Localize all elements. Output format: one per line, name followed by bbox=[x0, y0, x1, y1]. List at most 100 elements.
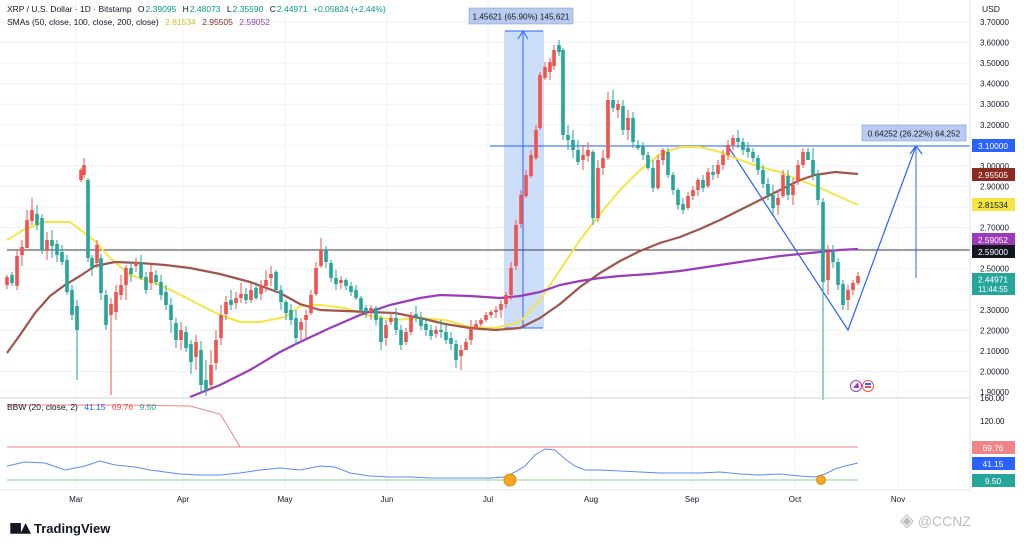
candle-body bbox=[204, 380, 208, 390]
candle bbox=[15, 250, 19, 290]
bbw-legend[interactable]: BBW (20, close, 2) 41.15 69.76 9.50 bbox=[7, 402, 156, 412]
candle bbox=[329, 260, 333, 282]
candle bbox=[552, 45, 556, 70]
candle bbox=[25, 210, 29, 248]
candle bbox=[399, 325, 403, 350]
candle bbox=[394, 308, 398, 335]
candle bbox=[741, 138, 745, 155]
time-tick-label: May bbox=[277, 495, 292, 504]
candle-body bbox=[274, 272, 278, 290]
candle-body bbox=[696, 180, 700, 190]
sma200-value: 2.59052 bbox=[239, 17, 270, 27]
candle bbox=[319, 238, 323, 268]
candle-body bbox=[641, 146, 645, 155]
candle-body bbox=[374, 308, 378, 320]
candle-body bbox=[5, 277, 9, 285]
sma-legend[interactable]: SMAs (50, close, 100, close, 200, close)… bbox=[7, 17, 270, 27]
rally-label-text: 1.45621 (65.90%) 145,621 bbox=[473, 13, 570, 22]
candle-body bbox=[50, 240, 54, 246]
candle-body bbox=[184, 332, 188, 348]
candle bbox=[484, 312, 488, 322]
candle bbox=[344, 278, 348, 290]
time-tick-label: Jun bbox=[381, 495, 394, 504]
candle bbox=[244, 288, 248, 304]
candle-body bbox=[557, 45, 561, 52]
price-tick-label: 3.30000 bbox=[980, 100, 1009, 109]
candle bbox=[581, 145, 585, 170]
candle-body bbox=[234, 298, 238, 303]
bbw-label-high-text: 69.76 bbox=[983, 443, 1004, 453]
candle-body bbox=[776, 198, 780, 205]
candle bbox=[304, 310, 308, 338]
candle-body bbox=[249, 290, 253, 300]
candle bbox=[279, 285, 283, 310]
rally-label-box bbox=[468, 7, 574, 25]
candle bbox=[169, 298, 173, 333]
price-tick-label: 3.50000 bbox=[980, 59, 1009, 68]
candle bbox=[314, 262, 318, 296]
time-tick-label: Aug bbox=[584, 495, 598, 504]
candle-body bbox=[686, 196, 690, 208]
bbw-value-1: 41.15 bbox=[84, 402, 106, 412]
price-tick-label: 3.40000 bbox=[980, 80, 1009, 89]
candle bbox=[746, 142, 750, 158]
candle bbox=[711, 165, 715, 180]
rally-arrow-head bbox=[517, 30, 529, 40]
symbol-legend[interactable]: XRP / U.S. Dollar · 1D · Bitstamp O2.390… bbox=[7, 4, 386, 14]
candle-body bbox=[179, 330, 183, 340]
candle bbox=[414, 306, 418, 322]
candle bbox=[65, 255, 69, 295]
candle bbox=[548, 58, 552, 80]
candle-body bbox=[459, 350, 463, 356]
candle bbox=[529, 150, 533, 178]
candle bbox=[419, 312, 423, 330]
price-tick-label: 2.20000 bbox=[980, 326, 1009, 335]
candle bbox=[534, 125, 538, 160]
candle bbox=[95, 240, 99, 268]
candle bbox=[519, 190, 523, 228]
candle bbox=[806, 148, 810, 160]
candle bbox=[10, 272, 14, 286]
change-value: +0.05824 (+2.44%) bbox=[313, 4, 386, 14]
candle bbox=[736, 130, 740, 148]
candle-body bbox=[79, 170, 83, 180]
candle bbox=[444, 325, 448, 344]
open-value: 2.39095 bbox=[145, 4, 177, 14]
candle bbox=[656, 155, 660, 190]
candle-body bbox=[239, 294, 243, 298]
candle-body bbox=[566, 135, 570, 140]
candle-body bbox=[30, 210, 34, 221]
candle-body bbox=[636, 145, 640, 148]
candle-body bbox=[561, 50, 565, 135]
candle-body bbox=[114, 292, 118, 312]
candle bbox=[796, 160, 800, 185]
candle bbox=[209, 350, 213, 390]
candle-body bbox=[349, 286, 353, 292]
candle bbox=[20, 240, 24, 266]
candle bbox=[30, 198, 34, 225]
target-arrow-head bbox=[909, 145, 923, 155]
candle-body bbox=[359, 298, 363, 310]
price-label-sma200 bbox=[972, 233, 1015, 246]
candle-body bbox=[586, 150, 590, 156]
candle-body bbox=[434, 330, 438, 334]
candle-body bbox=[771, 195, 775, 208]
tradingview-logo[interactable]: ■▲ TradingView bbox=[9, 520, 110, 536]
candle bbox=[781, 170, 785, 198]
time-tick-label: Sep bbox=[685, 495, 700, 504]
candle-body bbox=[319, 250, 323, 266]
time-axis[interactable]: Mar Apr May Jun Jul Aug Sep Oct Nov bbox=[69, 495, 905, 504]
candle-body bbox=[766, 184, 770, 195]
candle bbox=[474, 320, 478, 330]
candle-body bbox=[631, 118, 635, 142]
bbw-tick-label: 120.00 bbox=[980, 417, 1005, 426]
candle bbox=[856, 272, 860, 285]
candle-body bbox=[711, 172, 715, 175]
candle bbox=[591, 150, 595, 225]
event-badge-icon[interactable] bbox=[850, 380, 874, 392]
watermark-text: @CCNZ bbox=[917, 512, 971, 529]
candle-body bbox=[524, 175, 528, 196]
candle-body bbox=[851, 283, 855, 290]
candle bbox=[601, 150, 605, 175]
